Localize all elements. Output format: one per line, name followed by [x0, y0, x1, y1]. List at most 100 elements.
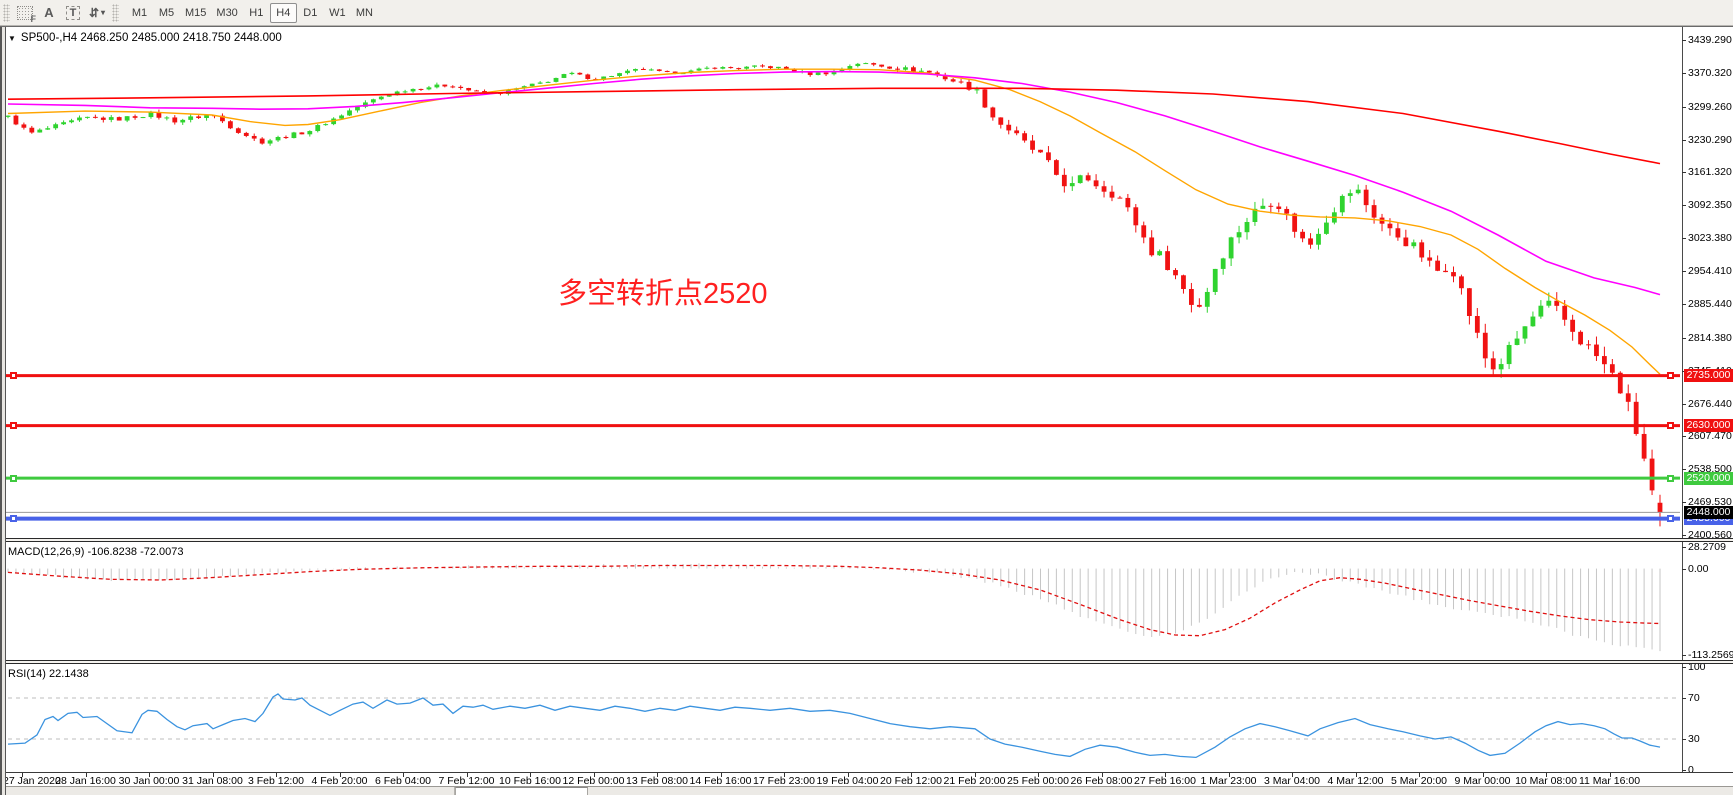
candle-body — [1474, 315, 1480, 333]
axis-tick — [1682, 337, 1686, 339]
chevron-down-icon[interactable]: ▾ — [101, 8, 106, 17]
hline-price-tag: 2520.000 — [1684, 471, 1733, 485]
candle-body — [45, 128, 51, 130]
candle-body — [1363, 189, 1369, 206]
timeframe-button-H4[interactable]: H4 — [269, 2, 297, 23]
candle-body — [77, 117, 82, 121]
time-axis-label: 27 Jan 2020 — [3, 775, 61, 787]
candle-body — [903, 67, 908, 70]
ma-fast-line — [7, 68, 1661, 375]
macd-pane[interactable]: MACD(12,26,9) -106.8238 -72.0073 28.2709… — [0, 542, 1733, 660]
time-axis-label: 5 Mar 20:00 — [1390, 775, 1448, 787]
candle-body — [1324, 222, 1329, 234]
time-axis-label: 27 Feb 16:00 — [1134, 775, 1196, 787]
candle-body — [1506, 344, 1512, 365]
candle-body — [926, 70, 932, 73]
candle-body — [5, 115, 11, 117]
hline-handle[interactable] — [10, 372, 17, 380]
status-segment-2 — [455, 787, 588, 795]
pane-splitter-2[interactable] — [0, 660, 1733, 664]
candle-body — [934, 72, 940, 76]
timeframe-button-M30[interactable]: M30 — [216, 6, 238, 19]
objects-arrow-icon[interactable]: ⇵ ▾ — [85, 2, 109, 24]
hline-handle[interactable] — [10, 515, 17, 523]
axis-tick — [1682, 469, 1686, 471]
candle-body — [29, 127, 35, 133]
candle-body — [1570, 319, 1576, 332]
candle-body — [315, 125, 321, 132]
hline-handle[interactable] — [10, 422, 17, 430]
candle-body — [1125, 197, 1131, 208]
timeframe-button-D1[interactable]: D1 — [303, 6, 318, 19]
candle-body — [712, 67, 718, 69]
macd-label: MACD(12,26,9) -106.8238 -72.0073 — [8, 546, 184, 558]
time-axis-tick — [530, 773, 531, 777]
axis-label: 2954.410 — [1688, 265, 1732, 278]
chart-title: ▼ SP500-,H4 2468.250 2485.000 2418.750 2… — [8, 32, 282, 44]
hline-handle[interactable] — [1667, 474, 1674, 482]
candle-body — [807, 71, 813, 76]
pane-splitter-1[interactable] — [0, 538, 1733, 542]
candle-body — [61, 122, 66, 125]
time-axis-tick — [911, 773, 912, 777]
grid-f-icon-box: F — [17, 5, 36, 24]
candle-body — [85, 116, 90, 118]
candle-body — [450, 86, 456, 88]
chart-window: ▼ SP500-,H4 2468.250 2485.000 2418.750 2… — [0, 26, 1733, 795]
status-bar — [0, 786, 1733, 795]
axis-label: 0.00 — [1688, 562, 1709, 575]
hline-handle[interactable] — [1667, 372, 1674, 380]
hline-handle[interactable] — [1667, 515, 1674, 523]
candle-body — [601, 76, 607, 80]
candle-body — [847, 66, 853, 69]
timeframe-button-W1[interactable]: W1 — [329, 6, 346, 19]
candle-body — [1149, 237, 1155, 256]
candle-body — [402, 91, 408, 93]
candle-body — [108, 117, 114, 120]
time-axis-tick — [784, 773, 785, 777]
timeframe-button-M15[interactable]: M15 — [185, 6, 207, 19]
candle-body — [307, 131, 313, 135]
time-axis-tick — [657, 773, 658, 777]
candle-body — [1498, 364, 1504, 370]
timeframe-button-M5[interactable]: M5 — [158, 6, 175, 19]
candle-body — [116, 117, 122, 121]
candle-body — [132, 116, 138, 118]
candle-body — [1459, 276, 1464, 289]
symbol-dropdown-icon[interactable]: ▼ — [8, 33, 16, 43]
hline-handle[interactable] — [10, 474, 17, 482]
candle-body — [974, 89, 980, 91]
candle-body — [1371, 205, 1377, 218]
candle-body — [1220, 258, 1226, 269]
toolbar-grip[interactable] — [3, 3, 10, 22]
annotation-text[interactable]: 多空转折点2520 — [558, 278, 768, 310]
axis-label: 28.2709 — [1688, 542, 1726, 553]
candle-body — [1554, 300, 1560, 306]
time-axis-label: 3 Feb 12:00 — [247, 775, 305, 787]
text-box-icon[interactable]: T — [61, 2, 85, 24]
hline-handle[interactable] — [1667, 422, 1674, 430]
axis-tick — [1682, 238, 1686, 240]
timeframe-button-H1[interactable]: H1 — [249, 6, 264, 19]
time-axis[interactable]: 27 Jan 2020 28 Jan 16:00 30 Jan 00:00 31 Ja… — [0, 772, 1733, 787]
time-axis-label: 12 Feb 00:00 — [562, 775, 625, 787]
time-axis-label: 31 Jan 08:00 — [182, 775, 243, 787]
grid-f-icon[interactable]: F — [13, 2, 37, 24]
hline-price-tag: 2630.000 — [1684, 419, 1733, 433]
timeframe-button-MN[interactable]: MN — [355, 6, 373, 19]
candle-body — [1173, 270, 1178, 276]
candle-body — [950, 79, 956, 82]
price-chart-pane[interactable]: ▼ SP500-,H4 2468.250 2485.000 2418.750 2… — [0, 27, 1733, 538]
timeframe-button-M1[interactable]: M1 — [131, 6, 148, 19]
candle-body — [418, 88, 424, 90]
rsi-pane[interactable]: RSI(14) 22.1438 100 70 30 0 — [0, 664, 1733, 772]
toolbar-grip-2[interactable] — [112, 3, 119, 22]
time-axis-tick — [974, 773, 976, 777]
candlestick-chart — [0, 62, 1680, 527]
text-annotation-icon[interactable]: A — [37, 2, 61, 24]
symbol-ohlc-title: SP500-,H4 2468.250 2485.000 2418.750 244… — [20, 32, 282, 44]
axis-label: 3092.350 — [1688, 199, 1732, 212]
candle-body — [1196, 304, 1202, 307]
price-axis[interactable]: 3439.290 3370.320 3299.260 3230.290 3161.320… — [1682, 27, 1733, 538]
candle-body — [656, 69, 662, 71]
